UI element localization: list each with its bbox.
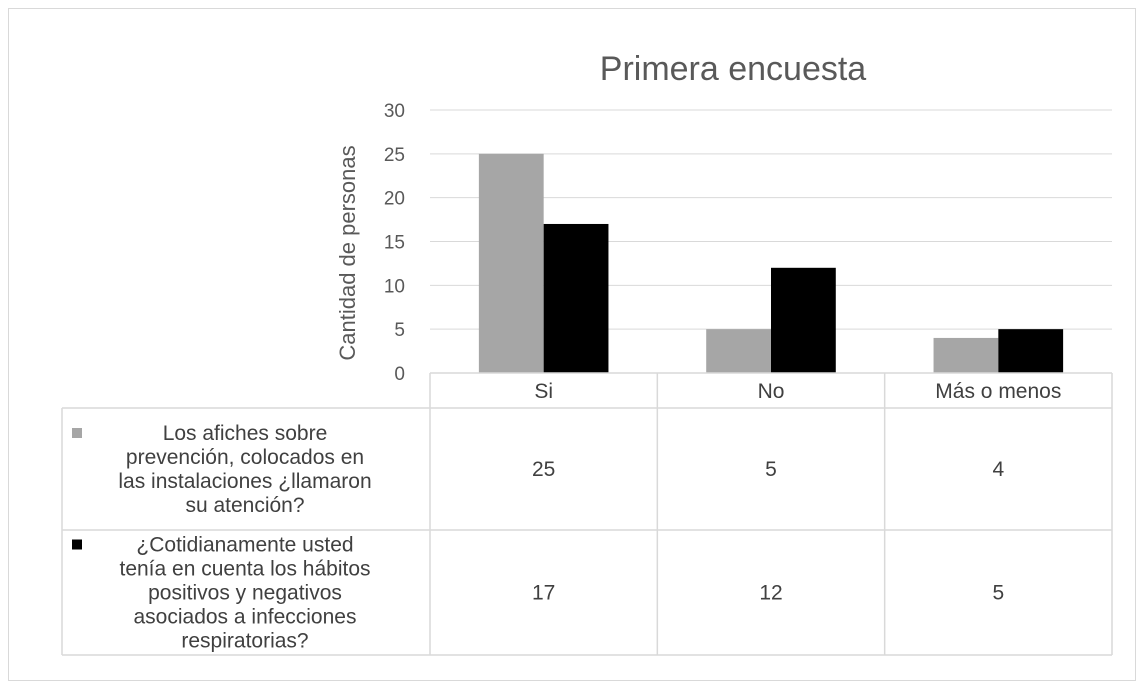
bar [478, 153, 544, 373]
table-value: 5 [765, 458, 777, 481]
y-tick-label: 10 [384, 276, 405, 297]
data-table: Si No Más o menos Los afiches sobreprevenci… [61, 372, 1113, 656]
series-name-line: prevención, colocados en [126, 446, 364, 469]
bars [478, 153, 1064, 373]
category-label: Si [534, 380, 553, 403]
legend-key [72, 539, 82, 550]
y-tick-label: 30 [384, 101, 405, 122]
category-label: Más o menos [935, 380, 1061, 403]
y-tick-label: 5 [394, 320, 405, 341]
legend-key [72, 428, 82, 438]
table-value: 12 [759, 582, 782, 605]
y-tick-label: 0 [394, 364, 405, 385]
bar [771, 267, 836, 373]
series-name-line: tenía en cuenta los hábitos [119, 558, 370, 581]
y-tick-label: 20 [384, 189, 405, 210]
y-axis-ticks: 0 5 10 15 20 25 30 [384, 101, 405, 385]
series-name-line: las instalaciones ¿llamaron [118, 470, 371, 493]
series-name-line: su atención? [185, 494, 304, 517]
category-label: No [758, 380, 785, 403]
bar [706, 329, 771, 373]
series-name-line: asociados a infecciones [134, 606, 357, 629]
bar [933, 337, 999, 373]
chart-title: Primera encuesta [600, 50, 867, 88]
series-name-line: ¿Cotidianamente usted [136, 534, 353, 557]
y-tick-label: 25 [384, 145, 405, 166]
table-value: 17 [532, 582, 555, 605]
y-tick-label: 15 [384, 233, 405, 254]
series-name-line: Los afiches sobre [163, 422, 328, 445]
table-value: 25 [532, 458, 555, 481]
table-value: 5 [992, 582, 1004, 605]
y-axis-title: Cantidad de personas [335, 145, 360, 360]
bar [998, 329, 1064, 373]
table-value: 4 [992, 458, 1004, 481]
series-name-line: positivos y negativos [148, 582, 342, 605]
bar [543, 223, 609, 373]
series-name-line: respiratorias? [181, 630, 308, 653]
